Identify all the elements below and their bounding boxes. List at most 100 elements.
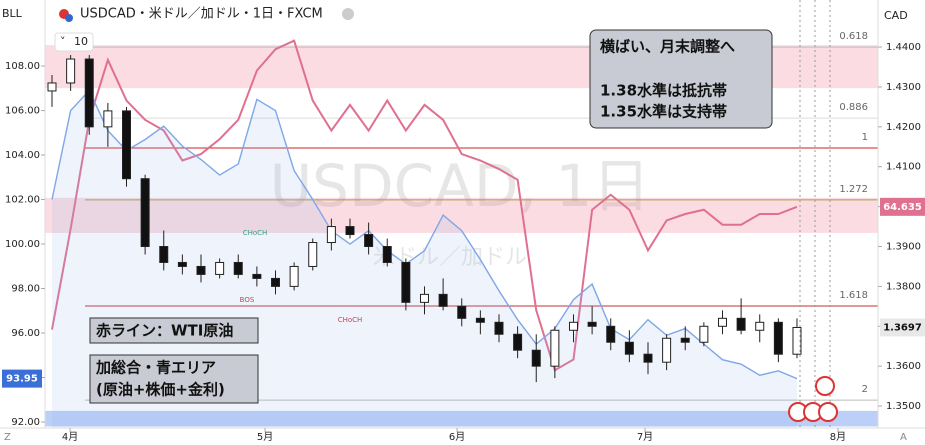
- y-tick-label: 92.00: [11, 417, 40, 428]
- annotation-line: 加総合・青エリア: [95, 359, 216, 377]
- y-tick-label: 106.00: [5, 106, 40, 117]
- fib-label: 1.272: [839, 184, 868, 195]
- candle-body: [419, 293, 429, 303]
- candle-body: [606, 325, 616, 343]
- fib-label: 1: [862, 132, 868, 143]
- bottom-left-label: Z: [4, 432, 11, 443]
- candle-body: [755, 321, 765, 331]
- y2-tick-label: 1.3800: [886, 281, 921, 292]
- annotation-line: (原油+株価+金利): [96, 381, 225, 399]
- candle-body: [401, 261, 411, 303]
- candle-body: [773, 321, 783, 355]
- price-badge: [880, 318, 925, 337]
- candle-body: [289, 265, 299, 287]
- y2-tick-label: 1.4200: [886, 122, 921, 133]
- candle-body: [457, 305, 467, 319]
- candle-body: [103, 110, 113, 128]
- settings-toggle[interactable]: [342, 8, 354, 20]
- candle-body: [159, 246, 169, 263]
- fib-label: 0.886: [839, 102, 868, 113]
- candle-body: [308, 242, 318, 267]
- price-badge: [2, 369, 42, 388]
- candle-body: [699, 325, 709, 343]
- fib-label: 1.618: [839, 290, 868, 301]
- candle-body: [122, 110, 132, 180]
- candle-body: [736, 317, 746, 331]
- x-tick-label: 7月: [637, 431, 653, 443]
- interval-chevron: ˅: [60, 35, 66, 48]
- candle-body: [140, 178, 150, 248]
- y-tick-label: 96.00: [11, 328, 40, 339]
- y2-tick-label: 1.4300: [886, 82, 921, 93]
- interval-box[interactable]: [54, 32, 94, 52]
- candle-body: [531, 349, 541, 367]
- fib-label: 2: [862, 384, 868, 395]
- candle-body: [364, 234, 374, 248]
- candle-body: [662, 337, 672, 363]
- candle-body: [252, 273, 262, 279]
- box: [89, 317, 259, 344]
- annotation-line: 1.38水準は抵抗帯: [600, 82, 727, 100]
- outlook-box: 横ばい、月末調整へ 1.38水準は抵抗帯 1.35水準は支持帯: [589, 29, 773, 129]
- flag-icon[interactable]: [815, 376, 835, 396]
- candle-body: [550, 329, 560, 367]
- candle-body: [643, 353, 653, 363]
- candle-body: [66, 58, 76, 84]
- candle-body: [84, 58, 94, 128]
- candle-body: [438, 293, 448, 307]
- candle-body: [382, 246, 392, 263]
- x-tick-label: 6月: [449, 431, 465, 443]
- line: [51, 89, 798, 380]
- box: [589, 29, 773, 129]
- price-badge: [880, 197, 925, 216]
- bottom-right-label: A: [900, 432, 907, 443]
- watermark: 米ドル／加ドル: [373, 245, 527, 270]
- symbol-title[interactable]: USDCAD・米ドル／加ドル・1日・FXCM: [80, 7, 323, 22]
- red-line-box: 赤ライン：WTI原油: [89, 317, 259, 344]
- watermark: USDCAD, 1日: [270, 152, 651, 220]
- line: [51, 39, 798, 372]
- candle-body: [494, 321, 504, 335]
- annotation-line: 赤ライン：WTI原油: [96, 322, 233, 340]
- candle-body: [196, 265, 206, 275]
- zone: [45, 410, 878, 427]
- interval[interactable]: 10: [74, 35, 88, 48]
- annotation-line: 横ばい、月末調整へ: [600, 38, 735, 56]
- annotation-line: 1.35水準は支持帯: [600, 103, 727, 121]
- x-tick-label: 5月: [257, 431, 273, 443]
- structure-label: CHoCH: [243, 229, 268, 237]
- candle-body: [233, 261, 243, 275]
- candle-body: [568, 321, 578, 331]
- candle-body: [717, 317, 727, 327]
- candle-body: [270, 277, 280, 287]
- zone: [45, 197, 878, 233]
- structure-label: BOS: [240, 296, 255, 304]
- candle-body: [47, 82, 57, 92]
- y2-tick-label: 1.4100: [886, 162, 921, 173]
- y2-tick-label: 1.3600: [886, 361, 921, 372]
- y2-tick-label: 1.3500: [886, 401, 921, 412]
- price-badge-label: 93.95: [6, 374, 38, 385]
- fib-label: 0.618: [839, 31, 868, 42]
- candle-body: [513, 333, 523, 351]
- price-badge-label: 1.3697: [883, 322, 922, 333]
- candle-body: [475, 317, 485, 323]
- y-tick-label: 98.00: [11, 284, 40, 295]
- candle-body: [215, 261, 225, 275]
- y2-tick-label: 1.4400: [886, 42, 921, 53]
- x-tick-label: 4月: [62, 431, 78, 443]
- flag-icon[interactable]: [818, 402, 838, 422]
- y-tick-label: 102.00: [5, 195, 40, 206]
- blue-area-box: 加総合・青エリア (原油+株価+金利): [89, 354, 259, 404]
- candle-body: [792, 326, 802, 355]
- y-tick-label: 104.00: [5, 150, 40, 161]
- x-tick-label: 8月: [830, 431, 846, 443]
- candle-body: [177, 261, 187, 267]
- candle-body: [680, 337, 690, 343]
- symbol-icon: [65, 14, 73, 22]
- structure-label: CHoCH: [338, 316, 363, 324]
- candle-body: [326, 226, 336, 244]
- y-tick-label: 100.00: [5, 239, 40, 250]
- price-badge-label: 64.635: [883, 202, 922, 213]
